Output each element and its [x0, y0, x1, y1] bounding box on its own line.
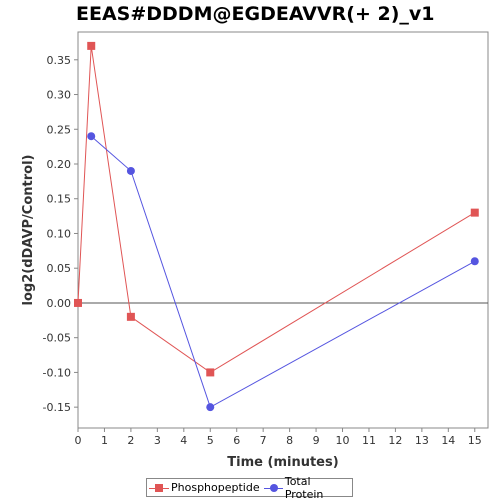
y-tick-label: 0.00: [47, 297, 72, 310]
data-point: [87, 132, 96, 141]
data-point: [87, 41, 96, 50]
y-axis-label: log2(dDAVP/Control): [21, 155, 36, 306]
data-point: [470, 208, 479, 217]
y-tick-label: -0.10: [43, 366, 71, 379]
data-point: [206, 368, 215, 377]
x-tick-label: 10: [336, 434, 350, 447]
x-tick-label: 7: [260, 434, 267, 447]
x-tick-label: 6: [233, 434, 240, 447]
x-tick-label: 1: [101, 434, 108, 447]
x-tick-label: 13: [415, 434, 429, 447]
x-tick-label: 15: [468, 434, 482, 447]
x-tick-label: 12: [388, 434, 402, 447]
data-point: [126, 166, 135, 175]
phosphopeptide-swatch-icon: [149, 483, 169, 493]
legend-label: Phosphopeptide: [171, 481, 260, 494]
chart-title: EEAS#DDDM@EGDEAVVR(+ 2)_v1: [76, 3, 435, 25]
y-tick-label: 0.20: [47, 158, 72, 171]
legend-item-total-protein: Total Protein: [263, 474, 350, 501]
total-protein-swatch-icon: [263, 483, 283, 493]
y-tick-label: 0.25: [47, 123, 72, 136]
y-tick-label: 0.35: [47, 54, 72, 67]
y-tick-label: -0.15: [43, 401, 71, 414]
x-tick-label: 14: [441, 434, 455, 447]
y-tick-label: 0.30: [47, 89, 72, 102]
legend-item-phosphopeptide: Phosphopeptide: [149, 481, 260, 494]
data-point: [470, 257, 479, 266]
x-tick-label: 8: [286, 434, 293, 447]
x-tick-label: 3: [154, 434, 161, 447]
x-tick-label: 0: [75, 434, 82, 447]
x-tick-label: 5: [207, 434, 214, 447]
x-axis-label: Time (minutes): [227, 455, 338, 470]
x-tick-label: 2: [127, 434, 134, 447]
plot-area: [77, 31, 489, 429]
series-line-2: [90, 135, 476, 408]
y-tick-label: -0.05: [43, 332, 71, 345]
data-point: [206, 403, 215, 412]
data-point: [74, 298, 82, 307]
x-tick-label: 11: [362, 434, 376, 447]
y-tick-label: 0.10: [47, 227, 72, 240]
legend-circle-marker: [269, 483, 278, 492]
legend-square-marker: [155, 483, 163, 492]
x-tick-label: 4: [180, 434, 187, 447]
legend-label: Total Protein: [284, 474, 324, 501]
y-tick-label: 0.15: [47, 193, 72, 206]
data-point: [126, 312, 135, 321]
x-tick-label: 9: [313, 434, 320, 447]
y-tick-label: 0.05: [47, 262, 72, 275]
legend: Phosphopeptide Total Protein: [146, 475, 353, 501]
